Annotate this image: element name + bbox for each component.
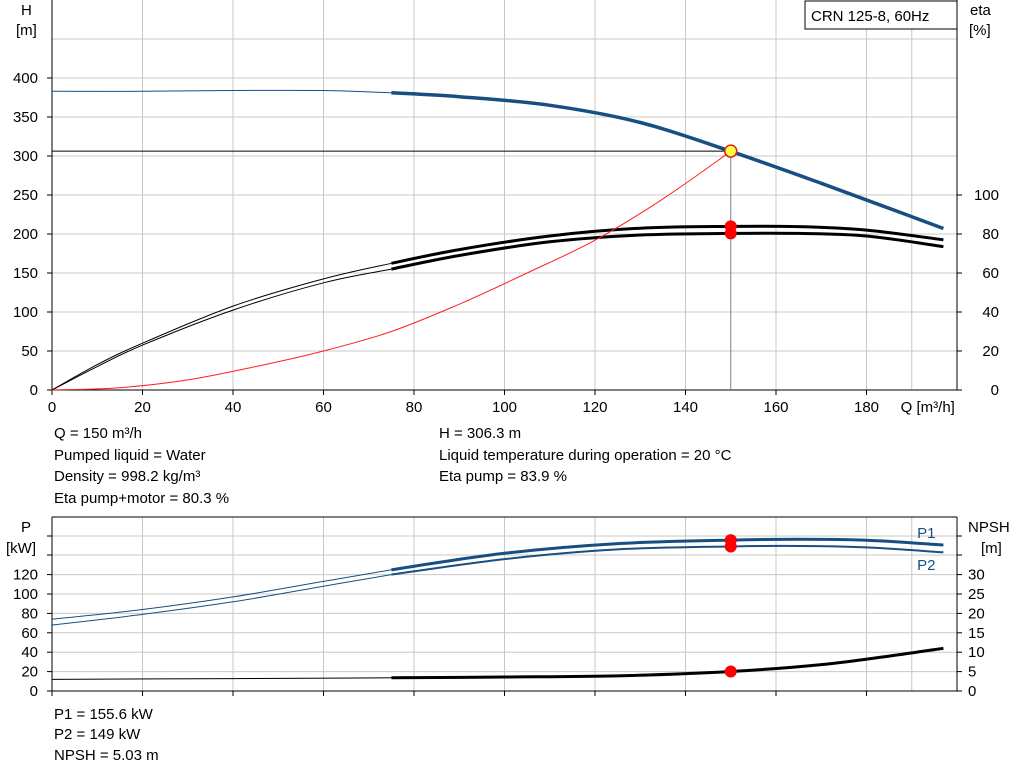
y-right-label-unit: [%]: [969, 22, 991, 39]
y-right-tick-label-4: 80: [982, 226, 999, 243]
y-left-tick-label-2: 100: [13, 304, 38, 321]
y-left-tick-label-3: 150: [13, 265, 38, 282]
p-tick-label-2: 40: [21, 644, 38, 661]
y-left-tick-label-0: 0: [30, 382, 38, 399]
y-left-tick-label-8: 400: [13, 70, 38, 87]
eta_pump-curve-thin: [51, 262, 392, 391]
model-box: [804, 0, 958, 30]
head-curve-thin: [51, 89, 392, 94]
readout-density: Density = 998.2 kg/m³: [54, 468, 201, 485]
op-marker-p2: [724, 540, 737, 553]
npsh-axis-label-symbol: NPSH: [968, 519, 1010, 536]
y-right-tick-label-3: 60: [982, 265, 999, 282]
p1-curve-thin: [51, 569, 392, 620]
p2-curve-thin: [51, 574, 392, 626]
y-left-label-symbol: H: [21, 2, 32, 19]
readout-head: H = 306.3 m: [439, 425, 522, 442]
p2-label: P2: [917, 557, 935, 574]
p2-curve-thick: [391, 544, 944, 576]
readout-flow: Q = 150 m³/h: [54, 425, 142, 442]
eta_pump_motor-curve-thick: [391, 231, 944, 271]
y-left-label-unit: [m]: [16, 22, 37, 39]
x-tick-label-7: 140: [673, 399, 698, 416]
y-right-tick-label-5: 100: [974, 187, 999, 204]
x-tick-label-5: 100: [492, 399, 517, 416]
eta_pump-curve-thick: [391, 224, 944, 265]
readout-p2: P2 = 149 kW: [54, 726, 141, 743]
y-right-tick-label-2: 40: [982, 304, 999, 321]
op-marker-npsh: [724, 665, 737, 678]
readout-eta-pump: Eta pump = 83.9 %: [439, 468, 567, 485]
p-tick-label-1: 20: [21, 664, 38, 681]
x-tick-label-4: 80: [406, 399, 423, 416]
readout-temperature: Liquid temperature during operation = 20…: [439, 447, 732, 464]
head-curve-thick: [391, 91, 945, 231]
p-axis-label-symbol: P: [21, 519, 31, 536]
readout-eta-pump-motor: Eta pump+motor = 80.3 %: [54, 490, 230, 507]
p-tick-label-6: 120: [13, 567, 38, 584]
y-right-tick-label-1: 20: [982, 343, 999, 360]
y-right-tick-label-0: 0: [991, 382, 999, 399]
system-curve: [51, 150, 732, 391]
p-tick-label-4: 80: [21, 605, 38, 622]
npsh-curve-thick: [391, 646, 944, 680]
x-tick-label-1: 20: [134, 399, 151, 416]
x-axis-label: Q [m³/h]: [901, 399, 955, 416]
x-tick-label-6: 120: [582, 399, 607, 416]
readout-npsh: NPSH = 5.03 m: [54, 747, 159, 764]
y-left-tick-label-5: 250: [13, 187, 38, 204]
npsh-tick-label-2: 10: [968, 644, 985, 661]
p-axis-label-unit: [kW]: [6, 540, 36, 557]
npsh-tick-label-3: 15: [968, 625, 985, 642]
x-tick-label-2: 40: [225, 399, 242, 416]
readout-p1: P1 = 155.6 kW: [54, 706, 153, 723]
p1-curve-thick: [391, 537, 944, 572]
y-left-tick-label-7: 350: [13, 109, 38, 126]
p1-label: P1: [917, 525, 935, 542]
eta_pump_motor-curve-thin: [51, 268, 392, 391]
npsh-axis-label-unit: [m]: [981, 540, 1002, 557]
npsh-tick-label-0: 0: [968, 683, 976, 700]
p-tick-label-5: 100: [13, 586, 38, 603]
x-tick-label-8: 160: [763, 399, 788, 416]
npsh-tick-label-4: 20: [968, 605, 985, 622]
x-tick-label-0: 0: [48, 399, 56, 416]
y-left-tick-label-1: 50: [21, 343, 38, 360]
p-tick-label-0: 0: [30, 683, 38, 700]
x-tick-label-9: 180: [854, 399, 879, 416]
readout-liquid: Pumped liquid = Water: [54, 447, 206, 464]
npsh-curve-thin: [51, 677, 392, 680]
op-marker-head: [724, 144, 738, 158]
y-right-label-symbol: eta: [970, 2, 992, 19]
p-tick-label-3: 60: [21, 625, 38, 642]
y-left-tick-label-6: 300: [13, 148, 38, 165]
op-marker-eta-pump-motor: [724, 227, 737, 240]
x-tick-label-3: 60: [315, 399, 332, 416]
y-left-tick-label-4: 200: [13, 226, 38, 243]
npsh-tick-label-5: 25: [968, 586, 985, 603]
model-label: CRN 125-8, 60Hz: [811, 8, 929, 25]
npsh-tick-label-6: 30: [968, 567, 985, 584]
npsh-tick-label-1: 5: [968, 664, 976, 681]
